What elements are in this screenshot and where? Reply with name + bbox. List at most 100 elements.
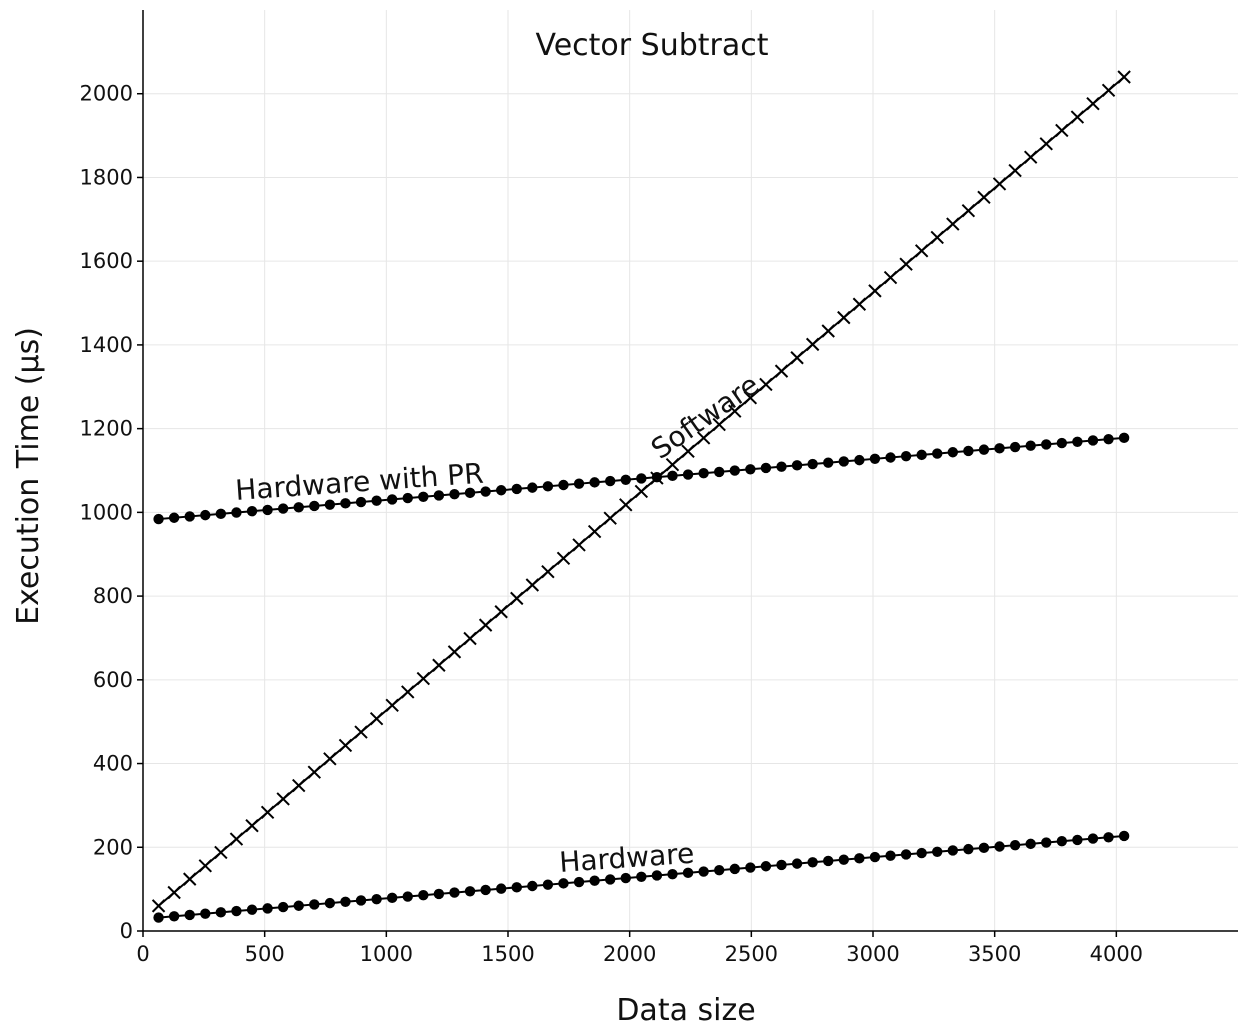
data-point-hardware-with-pr — [309, 500, 320, 512]
data-point-software — [946, 217, 960, 231]
data-point-software — [899, 257, 913, 271]
y-tick-label: 1600 — [80, 249, 133, 273]
data-point-hardware-with-pr — [1087, 435, 1099, 446]
data-point-hardware — [854, 853, 865, 864]
data-point-software — [307, 765, 322, 779]
data-point-software — [463, 631, 477, 646]
data-point-hardware — [760, 861, 772, 872]
data-point-software — [494, 605, 508, 619]
data-point-hardware-with-pr — [355, 496, 367, 508]
y-tick-label: 600 — [93, 668, 133, 692]
data-point-software — [338, 738, 353, 753]
x-tick-label: 3000 — [846, 942, 899, 966]
data-point-hardware — [916, 847, 927, 859]
data-point-hardware — [309, 899, 320, 910]
data-point-software — [167, 885, 181, 900]
x-tick-label: 1500 — [481, 942, 534, 966]
data-point-hardware-with-pr — [231, 507, 242, 518]
x-tick-label: 2000 — [603, 942, 656, 966]
data-point-hardware-with-pr — [947, 447, 959, 458]
data-point-hardware — [667, 868, 678, 880]
data-point-software — [478, 618, 493, 632]
data-point-software — [260, 805, 275, 820]
data-point-hardware-with-pr — [823, 457, 834, 468]
data-point-hardware-with-pr — [527, 482, 538, 493]
data-point-hardware-with-pr — [791, 460, 803, 471]
data-point-hardware — [153, 912, 164, 923]
data-point-hardware-with-pr — [885, 452, 896, 463]
data-point-hardware — [1072, 834, 1083, 846]
data-point-software — [556, 551, 571, 565]
data-point-software — [883, 270, 898, 285]
y-tick-label: 1000 — [80, 500, 133, 524]
y-tick-label: 2000 — [80, 82, 133, 106]
data-point-hardware-with-pr — [558, 479, 569, 491]
data-point-software — [401, 685, 415, 699]
x-tick-label: 500 — [245, 942, 285, 966]
data-point-hardware-with-pr — [605, 475, 616, 487]
data-point-hardware — [542, 879, 554, 890]
data-point-hardware-with-pr — [418, 491, 429, 502]
data-point-hardware-with-pr — [246, 506, 258, 517]
data-point-hardware — [932, 846, 943, 857]
data-point-hardware — [293, 900, 304, 911]
data-point-hardware — [340, 896, 351, 908]
data-point-hardware-with-pr — [916, 449, 927, 461]
data-point-hardware-with-pr — [402, 492, 413, 504]
data-point-software — [868, 284, 882, 298]
data-point-hardware-with-pr — [277, 503, 289, 514]
data-point-software — [914, 244, 929, 258]
data-point-software — [992, 177, 1007, 191]
data-point-hardware — [1087, 833, 1099, 844]
data-point-software — [354, 725, 368, 739]
data-point-hardware — [1041, 837, 1052, 848]
data-point-hardware-with-pr — [511, 483, 522, 495]
data-point-hardware-with-pr — [433, 490, 445, 501]
axes — [142, 10, 1238, 932]
software-label: Software — [645, 368, 765, 466]
data-point-hardware — [355, 895, 367, 906]
data-point-hardware — [869, 851, 881, 863]
data-point-hardware — [714, 865, 725, 876]
data-point-software — [587, 524, 602, 539]
data-point-hardware — [573, 876, 585, 888]
data-point-hardware-with-pr — [729, 465, 740, 476]
data-point-software — [743, 391, 758, 405]
data-point-hardware — [527, 880, 538, 892]
data-point-hardware-with-pr — [262, 504, 273, 516]
data-point-software — [712, 417, 726, 432]
data-point-hardware-with-pr — [760, 462, 772, 474]
data-point-hardware — [215, 907, 227, 918]
data-point-software — [541, 564, 555, 579]
data-point-software — [977, 190, 991, 205]
x-tick-label: 3500 — [968, 942, 1021, 966]
data-point-software — [151, 899, 166, 913]
y-tick-label: 1800 — [80, 165, 133, 189]
y-tick-labels: 0 200 400 600 800 1000 1200 1400 1600 1800 2000 — [80, 82, 143, 943]
data-point-hardware-with-pr — [1025, 440, 1036, 451]
data-point-hardware — [168, 911, 180, 922]
data-point-hardware-with-pr — [464, 487, 476, 499]
data-point-hardware-with-pr — [153, 513, 164, 525]
data-point-software — [634, 484, 649, 499]
y-tick-label: 0 — [120, 919, 133, 943]
x-tick-labels: 0 500 1000 1500 2000 2500 3000 3500 4000 — [136, 931, 1143, 966]
data-point-hardware-with-pr — [807, 458, 818, 470]
data-point-hardware-with-pr — [636, 473, 647, 484]
data-point-hardware — [231, 905, 242, 917]
data-point-hardware — [605, 874, 616, 885]
series-hardware-with-pr — [153, 432, 1130, 525]
data-point-hardware — [402, 891, 413, 902]
data-point-hardware — [947, 845, 959, 856]
data-point-hardware-with-pr — [714, 466, 725, 478]
data-point-hardware — [246, 904, 258, 915]
data-point-hardware-with-pr — [932, 448, 943, 459]
y-tick-label: 200 — [93, 835, 133, 859]
data-point-software — [214, 845, 228, 860]
data-point-software — [619, 498, 633, 512]
data-point-software — [1117, 70, 1131, 84]
data-point-hardware — [807, 857, 818, 868]
data-point-hardware-with-pr — [667, 470, 678, 482]
data-point-hardware-with-pr — [184, 511, 195, 522]
data-point-hardware-with-pr — [620, 474, 631, 485]
